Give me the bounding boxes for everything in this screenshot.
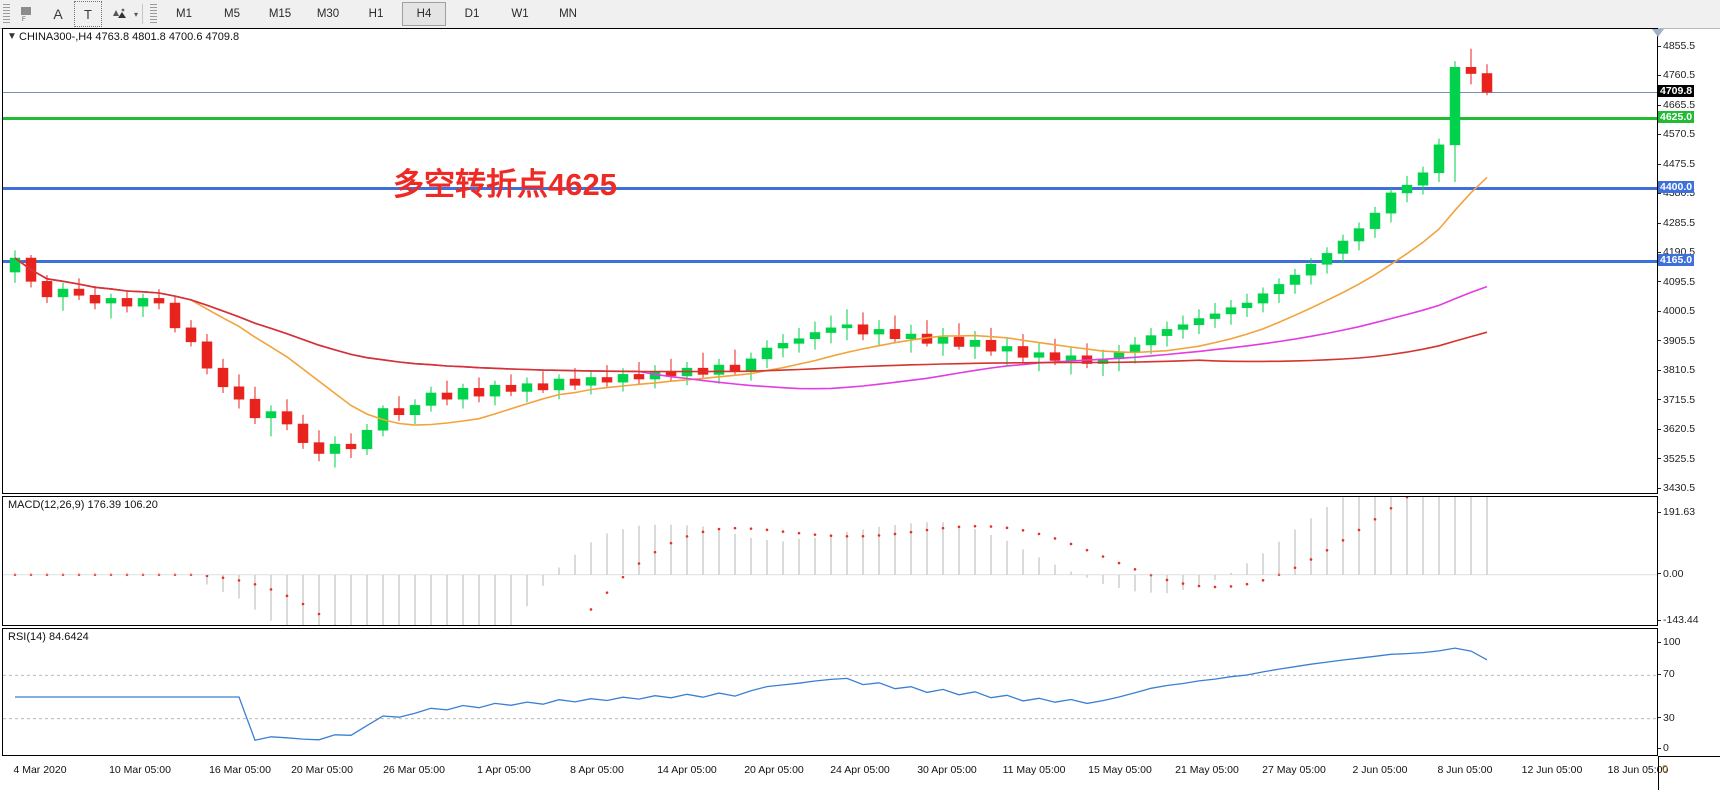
timeframe-mn[interactable]: MN — [559, 8, 577, 20]
price-marker-arrow — [1652, 29, 1664, 37]
toolbar-grip-2[interactable] — [150, 4, 158, 24]
time-label: 27 May 05:00 — [1262, 764, 1326, 776]
annotation-text: 多空转折点4625 — [393, 167, 617, 202]
time-label: 30 Apr 05:00 — [917, 764, 977, 776]
last-price-line[interactable] — [3, 92, 1657, 94]
corner-zero-label: 0 — [1662, 763, 1668, 775]
time-label: 2 Jun 05:00 — [1352, 764, 1408, 776]
support-line-4625[interactable] — [3, 117, 1657, 121]
price-tick: 3430.5 — [1658, 482, 1695, 494]
rsi-axis: 100 70 30 0 — [1658, 628, 1720, 756]
rsi-label: RSI(14) 84.6424 — [8, 631, 89, 643]
price-tick: 3810.5 — [1658, 364, 1695, 376]
timeframe-bar: M1 M5 M15 M30 H1 H4 D1 W1 MN — [160, 2, 592, 26]
macd-pane[interactable]: MACD(12,26,9) 176.39 106.20 — [2, 496, 1658, 626]
price-tick: 4665.5 — [1658, 99, 1695, 111]
time-label: 8 Apr 05:00 — [570, 764, 624, 776]
timeframe-d1[interactable]: D1 — [464, 8, 480, 20]
time-label: 21 May 05:00 — [1175, 764, 1239, 776]
time-label: 26 Mar 05:00 — [383, 764, 445, 776]
time-label: 20 Mar 05:00 — [291, 764, 353, 776]
time-label: 10 Mar 05:00 — [109, 764, 171, 776]
time-label: 14 Apr 05:00 — [657, 764, 717, 776]
time-label: 8 Jun 05:00 — [1437, 764, 1493, 776]
price-tick: 4285.5 — [1658, 217, 1695, 229]
shapes-dropdown-caret[interactable]: ▾ — [134, 9, 139, 19]
timeframe-w1[interactable]: W1 — [511, 8, 529, 20]
green-level-badge: 4625.0 — [1658, 111, 1695, 124]
time-label: 24 Apr 05:00 — [830, 764, 890, 776]
price-tick: 3715.5 — [1658, 394, 1695, 406]
timeframe-h1[interactable]: H1 — [368, 8, 384, 20]
timeframe-m1[interactable]: M1 — [176, 8, 192, 20]
crosshair-grid-icon[interactable]: F — [14, 1, 42, 27]
macd-tick: 191.63 — [1658, 506, 1695, 518]
price-tick: 3525.5 — [1658, 453, 1695, 465]
blue-level-badge-lower: 4165.0 — [1658, 254, 1695, 267]
blue-level-badge-upper: 4400.0 — [1658, 181, 1695, 194]
time-label: 18 Jun 05:00 — [1607, 764, 1669, 776]
timeframe-m5[interactable]: M5 — [224, 8, 240, 20]
price-tick: 4855.5 — [1658, 40, 1695, 52]
macd-label: MACD(12,26,9) 176.39 106.20 — [8, 499, 158, 511]
rsi-tick: 30 — [1658, 712, 1675, 724]
price-tick: 4760.5 — [1658, 69, 1695, 81]
toolbar-grip-1[interactable] — [3, 4, 10, 24]
price-tick: 4095.5 — [1658, 276, 1695, 288]
text-label-icon[interactable]: A — [53, 6, 63, 22]
price-pane[interactable]: ▼ CHINA300-,H4 4763.8 4801.8 4700.6 4709… — [2, 28, 1664, 494]
toolbar-separator — [142, 4, 144, 24]
time-axis: 4 Mar 2020 10 Mar 05:00 16 Mar 05:00 20 Mar… — [2, 756, 1668, 790]
price-tick: 3620.5 — [1658, 423, 1695, 435]
time-label: 12 Jun 05:00 — [1521, 764, 1583, 776]
rsi-tick: 70 — [1658, 668, 1675, 680]
time-label: 16 Mar 05:00 — [209, 764, 271, 776]
rsi-tick: 100 — [1658, 636, 1681, 648]
rsi-pane[interactable]: RSI(14) 84.6424 — [2, 628, 1658, 756]
price-axis[interactable]: 4855.5 4760.5 4665.5 4570.5 4475.5 4380.5 4285… — [1658, 28, 1720, 494]
price-tick: 3905.5 — [1658, 335, 1695, 347]
text-box-icon[interactable]: T — [74, 1, 102, 27]
price-tick: 4570.5 — [1658, 128, 1695, 140]
time-label: 15 May 05:00 — [1088, 764, 1152, 776]
last-price-badge: 4709.8 — [1658, 85, 1695, 98]
macd-plot — [3, 497, 1657, 625]
rsi-tick: 0 — [1658, 742, 1669, 754]
svg-text:F: F — [22, 17, 26, 22]
chart-collapse-caret[interactable]: ▼ — [7, 31, 17, 42]
level-line-4165[interactable] — [3, 260, 1657, 264]
chart-area: ▼ CHINA300-,H4 4763.8 4801.8 4700.6 4709… — [0, 28, 1720, 792]
macd-axis: 191.63 0.00 -143.44 — [1658, 496, 1720, 626]
price-candles — [9, 48, 1493, 468]
time-label: 4 Mar 2020 — [13, 764, 67, 776]
price-levels — [3, 29, 1657, 493]
price-tick: 4000.5 — [1658, 305, 1695, 317]
macd-tick: 0.00 — [1658, 568, 1683, 580]
time-label: 20 Apr 05:00 — [744, 764, 804, 776]
macd-tick: -143.44 — [1658, 614, 1699, 626]
timeframe-h4[interactable]: H4 — [402, 2, 447, 26]
timeframe-m15[interactable]: M15 — [268, 8, 292, 20]
toolbar: F A T ▾ M1 M5 M15 M30 H1 H4 D1 W1 MN — [0, 0, 1720, 29]
symbol-ohlc-label: CHINA300-,H4 4763.8 4801.8 4700.6 4709.8 — [19, 31, 240, 43]
shapes-icon[interactable] — [104, 1, 132, 27]
time-label: 11 May 05:00 — [1002, 764, 1066, 776]
level-line-4400[interactable] — [3, 187, 1657, 191]
rsi-plot — [3, 647, 1657, 741]
time-label: 1 Apr 05:00 — [477, 764, 531, 776]
price-tick: 4475.5 — [1658, 158, 1695, 170]
timeframe-m30[interactable]: M30 — [316, 8, 340, 20]
axis-corner: 0 — [1658, 756, 1720, 790]
